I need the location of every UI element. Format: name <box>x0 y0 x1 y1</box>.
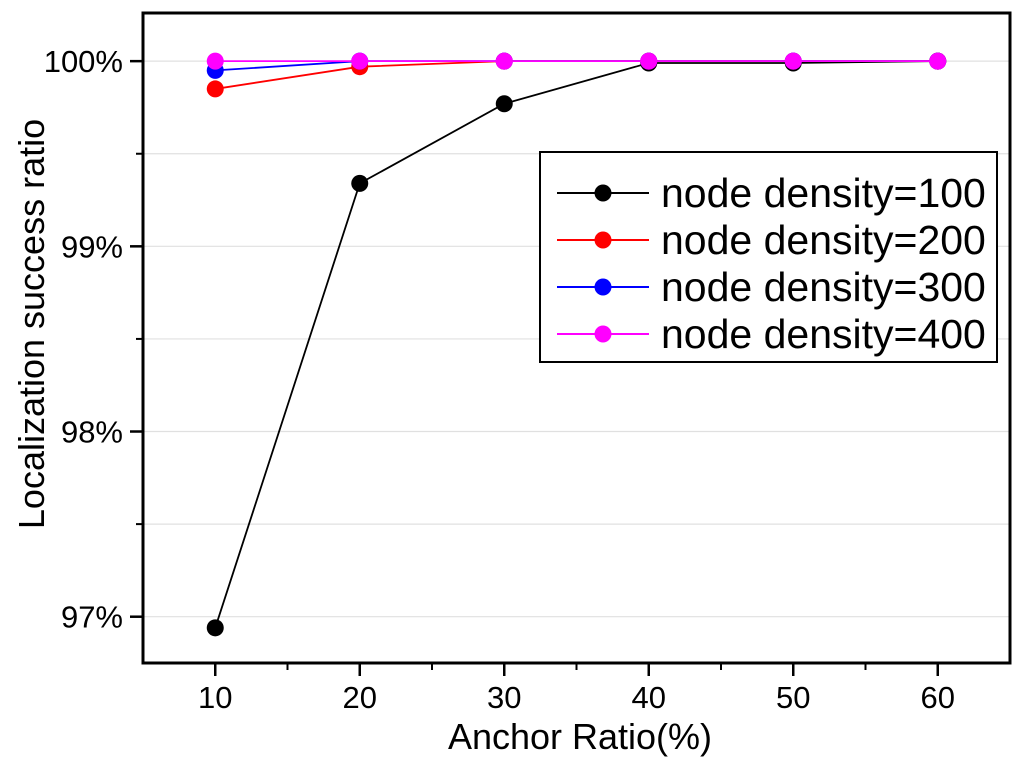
legend-label: node density=300 <box>661 264 986 310</box>
x-tick-label: 30 <box>487 680 521 715</box>
series-node-density-400-marker <box>351 52 369 70</box>
legend-sample-marker <box>594 184 612 202</box>
series-node-density-100-line <box>214 60 938 629</box>
series-layer <box>206 52 947 637</box>
series-node-density-400-marker <box>784 52 802 70</box>
legend-label: node density=200 <box>661 217 986 263</box>
legend-label: node density=400 <box>661 311 986 357</box>
y-tick-label: 100% <box>44 44 123 79</box>
axes-layer: 100% 99% 98% 97% 10 20 30 40 50 60 <box>44 11 1012 715</box>
series-node-density-400-marker <box>206 52 224 70</box>
series-node-density-200-line <box>215 60 938 90</box>
legend-label: node density=100 <box>661 170 986 216</box>
legend-entry: node density=300 <box>557 264 986 310</box>
series-node-density-200-marker <box>206 80 224 98</box>
legend-entry: node density=200 <box>557 217 986 263</box>
legend-box <box>539 151 998 363</box>
x-tick-label: 40 <box>632 680 666 715</box>
x-tick-label: 50 <box>776 680 810 715</box>
legend-sample-marker <box>594 278 612 296</box>
x-axis-title: Anchor Ratio(%) <box>448 716 712 757</box>
series-node-density-400-marker <box>495 52 513 70</box>
y-tick-label: 97% <box>61 600 123 635</box>
legend-entry: node density=400 <box>557 311 986 357</box>
legend-entry: node density=100 <box>557 170 986 216</box>
x-tick-label: 20 <box>343 680 377 715</box>
legend-sample-marker <box>594 231 612 249</box>
legend-sample-marker <box>594 325 612 343</box>
x-tick-label: 60 <box>921 680 955 715</box>
y-tick-label: 98% <box>61 415 123 450</box>
y-tick-label: 99% <box>61 229 123 264</box>
series-node-density-100-marker <box>495 95 513 113</box>
series-node-density-100-marker <box>206 619 224 637</box>
series-node-density-400-marker <box>929 52 947 70</box>
series-node-density-400-marker <box>640 52 658 70</box>
x-tick-label: 10 <box>198 680 232 715</box>
y-axis-title: Localization success ratio <box>11 119 52 529</box>
series-node-density-100-marker <box>351 174 369 192</box>
